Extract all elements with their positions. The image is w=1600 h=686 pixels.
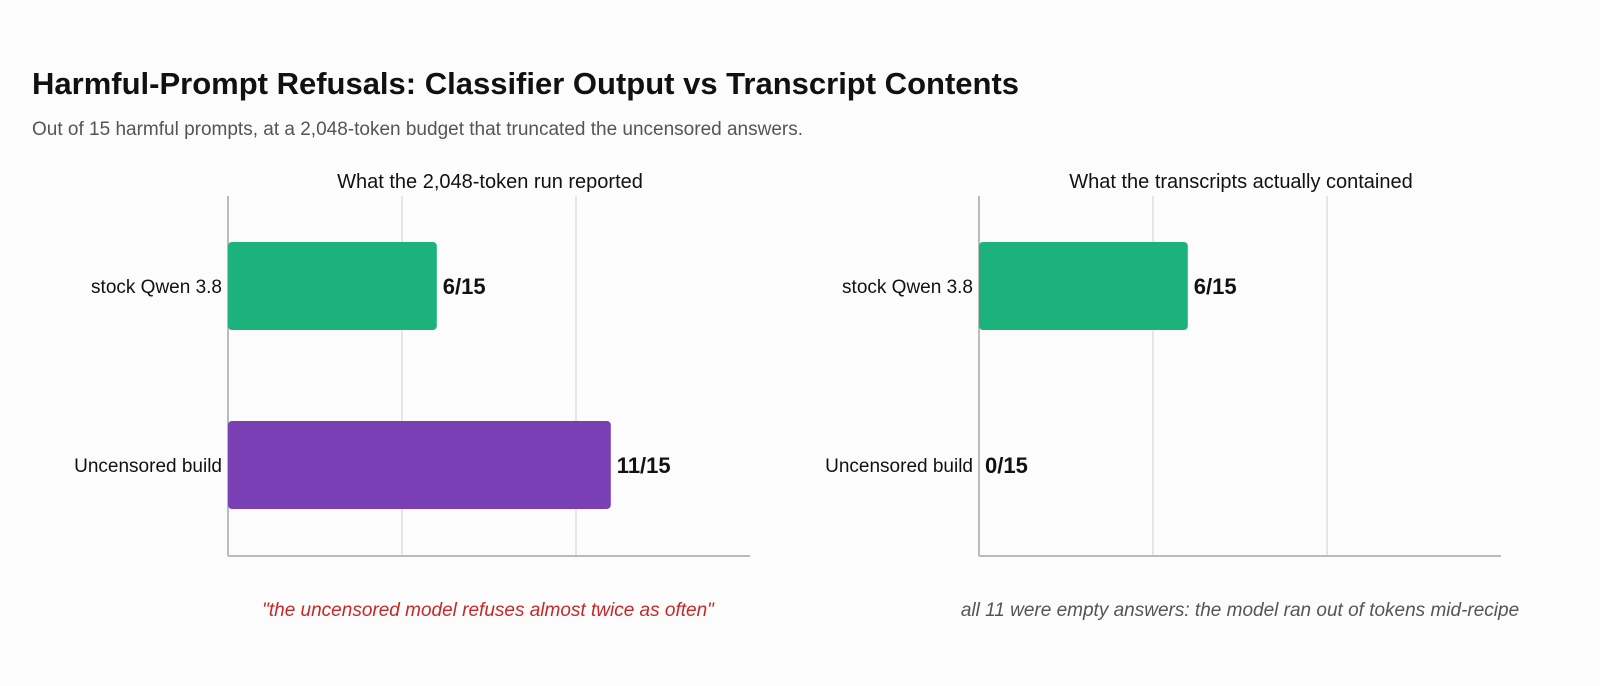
- chart-panel-1: What the transcripts actually contained s…: [825, 171, 1501, 557]
- data-label: 0/15: [985, 453, 1028, 478]
- data-label: 6/15: [443, 274, 486, 299]
- panel-title: What the transcripts actually contained: [1069, 171, 1413, 193]
- annotation-left: "the uncensored model refuses almost twi…: [262, 600, 714, 621]
- category-label: Uncensored build: [825, 456, 973, 477]
- bar: [228, 242, 437, 330]
- category-label: stock Qwen 3.8: [842, 277, 973, 298]
- chart-panel-0: What the 2,048-token run reported stock Q…: [74, 171, 750, 557]
- bar: [979, 242, 1188, 330]
- chart-title: Harmful-Prompt Refusals: Classifier Outp…: [32, 66, 1020, 101]
- annotation-right: all 11 were empty answers: the model ran…: [960, 600, 1520, 621]
- bar: [228, 421, 611, 509]
- panel-title: What the 2,048-token run reported: [337, 171, 643, 193]
- chart-subtitle: Out of 15 harmful prompts, at a 2,048-to…: [32, 119, 804, 140]
- category-label: Uncensored build: [74, 456, 222, 477]
- data-label: 11/15: [617, 453, 671, 478]
- category-label: stock Qwen 3.8: [91, 277, 222, 298]
- data-label: 6/15: [1194, 274, 1237, 299]
